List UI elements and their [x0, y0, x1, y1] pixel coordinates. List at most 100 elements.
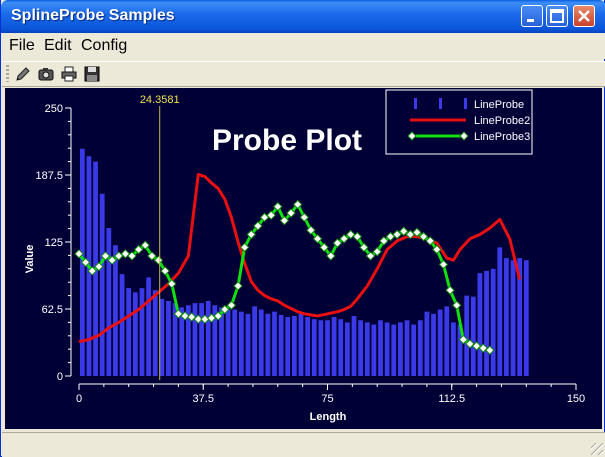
bar — [291, 315, 297, 376]
bar — [199, 303, 204, 376]
bar — [172, 303, 178, 376]
bar — [470, 296, 476, 376]
bar — [451, 322, 456, 376]
bar — [457, 324, 463, 376]
bar — [252, 306, 257, 376]
toolbar-grip[interactable] — [6, 65, 9, 82]
bar — [185, 305, 191, 376]
series-point — [425, 236, 435, 246]
series-point — [465, 339, 475, 349]
printer-icon[interactable] — [60, 65, 78, 83]
y-axis-label: Value — [24, 245, 36, 274]
menu-file[interactable]: File — [9, 37, 35, 54]
bar — [484, 270, 489, 376]
bar — [272, 311, 277, 376]
bar — [371, 324, 377, 376]
title-bar[interactable]: SplineProbe Samples — [1, 0, 605, 33]
toolbar — [2, 61, 605, 87]
series-point — [345, 229, 356, 240]
bar — [378, 320, 383, 376]
series-point — [127, 251, 137, 261]
series-point — [326, 251, 336, 261]
legend-label: LineProbe2 — [474, 115, 530, 127]
bar — [351, 315, 357, 376]
x-tick-label: 75 — [321, 393, 333, 405]
series-point — [239, 242, 250, 253]
save-icon[interactable] — [83, 65, 101, 83]
legend-marker — [407, 131, 417, 141]
line-series — [74, 172, 522, 355]
minimize-icon — [527, 19, 534, 22]
series-point — [226, 300, 237, 310]
series-point — [140, 240, 150, 250]
resize-grip[interactable] — [591, 443, 603, 455]
minimize-button[interactable] — [521, 5, 543, 27]
bar — [411, 324, 417, 376]
series-point — [160, 266, 170, 276]
bar — [424, 311, 430, 376]
plot-area[interactable]: 0 62.5 125 187.5 250 0 37.5 75 112.5 150 Probe Pl… — [5, 88, 602, 429]
series-point — [405, 229, 416, 240]
close-button[interactable] — [573, 5, 595, 27]
bar — [179, 307, 185, 376]
bar — [225, 309, 231, 376]
bar — [126, 288, 132, 376]
axes: 0 62.5 125 187.5 250 0 37.5 75 112.5 150 — [35, 103, 585, 405]
bar — [166, 300, 171, 376]
bar — [99, 193, 105, 376]
series-point — [352, 231, 363, 242]
bar — [119, 274, 125, 376]
series-point — [359, 242, 369, 253]
legend-bar-swatch — [464, 98, 467, 109]
series-point — [167, 279, 177, 289]
bar — [265, 313, 271, 376]
bar — [238, 311, 244, 376]
bar — [510, 260, 516, 376]
legend-label: LineProbe — [474, 99, 524, 111]
bar — [305, 317, 311, 376]
series-point — [485, 345, 495, 355]
chart-title: Probe Plot — [212, 124, 362, 157]
legend-marker — [459, 131, 469, 141]
bar — [431, 313, 436, 376]
bar — [504, 258, 509, 376]
series-point — [478, 343, 488, 353]
bar — [278, 314, 284, 376]
camera-icon[interactable] — [37, 65, 55, 83]
legend-bar-swatch — [439, 98, 442, 109]
series-point — [266, 210, 276, 220]
series-point — [339, 234, 349, 244]
series-point — [379, 236, 389, 246]
pencil-icon[interactable] — [14, 65, 32, 83]
bar — [497, 247, 503, 376]
series-point — [259, 212, 270, 223]
window-title: SplineProbe Samples — [11, 7, 175, 24]
bar — [318, 320, 324, 376]
series-point — [94, 261, 104, 272]
series-point — [193, 314, 203, 324]
bar — [391, 324, 397, 376]
probe-plot-chart[interactable]: 0 62.5 125 187.5 250 0 37.5 75 112.5 150 Probe Pl… — [5, 88, 602, 429]
bar — [285, 317, 291, 376]
series-point — [114, 251, 124, 261]
series-point — [147, 251, 157, 261]
probe[interactable]: 24.3581 — [140, 94, 180, 380]
bar — [490, 268, 496, 376]
series-point — [392, 229, 402, 240]
legend-label: LineProbe3 — [474, 131, 530, 143]
bar — [338, 319, 344, 376]
legend: LineProbe LineProbe2 LineProbe3 — [385, 89, 533, 155]
y-tick-label: 62.5 — [42, 304, 63, 316]
series-point — [253, 221, 263, 231]
series-point — [273, 201, 283, 212]
bar — [258, 309, 264, 376]
bar — [311, 319, 317, 376]
bar — [245, 313, 251, 376]
menu-edit[interactable]: Edit — [44, 37, 72, 54]
series-point — [220, 304, 230, 315]
maximize-button[interactable] — [546, 5, 568, 27]
series-point — [398, 226, 409, 236]
menu-config[interactable]: Config — [81, 37, 128, 54]
bar-series — [79, 148, 529, 376]
maximize-icon — [550, 9, 564, 23]
